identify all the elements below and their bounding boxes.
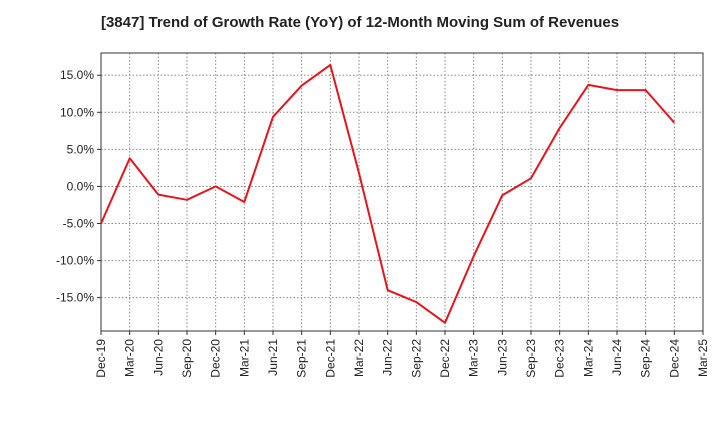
x-tick-label: Jun-21 xyxy=(266,339,280,376)
x-tick-label: Mar-21 xyxy=(237,339,251,377)
x-tick-label: Mar-20 xyxy=(123,339,137,377)
x-tick-label: Dec-20 xyxy=(209,339,223,378)
x-tick-label: Sep-23 xyxy=(524,339,538,378)
x-tick-label: Dec-24 xyxy=(667,339,681,378)
x-tick-label: Sep-20 xyxy=(180,339,194,378)
y-tick-label: 5.0% xyxy=(67,142,95,156)
series-lines xyxy=(100,63,676,324)
plot-border xyxy=(100,52,704,332)
x-tick-label: Mar-24 xyxy=(581,339,595,377)
y-axis-tick-labels: 15.0% 10.0% 5.0% 0.0% -5.0% -10.0% -15.0% xyxy=(56,68,101,305)
y-tick-label: -5.0% xyxy=(63,217,95,231)
grid-lines xyxy=(101,53,703,331)
y-tick-label: 10.0% xyxy=(60,105,94,119)
x-tick-label: Dec-22 xyxy=(438,339,452,378)
x-tick-label: Dec-19 xyxy=(94,339,108,378)
x-tick-label: Jun-24 xyxy=(610,339,624,376)
x-tick-label: Jun-22 xyxy=(381,339,395,376)
x-tick-label: Mar-25 xyxy=(696,339,710,377)
x-tick-label: Mar-23 xyxy=(467,339,481,377)
x-tick-label: Sep-22 xyxy=(409,339,423,378)
y-tick-label: 0.0% xyxy=(67,179,95,193)
x-tick-label: Sep-21 xyxy=(295,339,309,378)
plot-frame xyxy=(100,52,704,332)
x-tick-label: Sep-24 xyxy=(639,339,653,378)
x-tick-label: Dec-23 xyxy=(553,339,567,378)
y-tick-label: -15.0% xyxy=(56,291,94,305)
chart-title: [3847] Trend of Growth Rate (YoY) of 12-… xyxy=(100,14,620,31)
y-tick-label: 15.0% xyxy=(60,68,94,82)
x-axis-tick-labels: Dec-19 Mar-20 Jun-20 Sep-20 Dec-20 Mar-21 Jun-… xyxy=(94,331,710,378)
x-tick-label: Mar-22 xyxy=(352,339,366,377)
x-tick-label: Jun-23 xyxy=(495,339,509,376)
series-line xyxy=(100,63,676,324)
y-tick-label: -10.0% xyxy=(56,254,94,268)
x-tick-label: Jun-20 xyxy=(151,339,165,376)
x-tick-label: Dec-21 xyxy=(323,339,337,378)
